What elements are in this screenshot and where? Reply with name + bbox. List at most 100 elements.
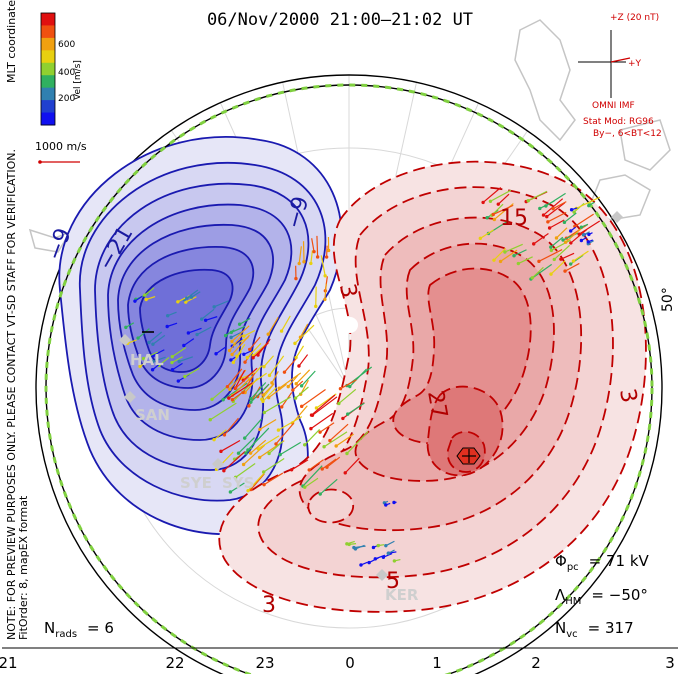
velocity-vector (319, 478, 338, 495)
velocity-vector-origin (229, 335, 233, 340)
velocity-vector (209, 402, 237, 421)
velocity-vector-origin (530, 276, 535, 280)
velocity-vector (556, 227, 568, 239)
velocity-vector (316, 235, 319, 258)
velocity-vector-origin (348, 384, 352, 389)
velocity-vector-origin (551, 206, 555, 211)
velocity-vector-origin (208, 418, 212, 422)
latitude-label: 50° (660, 287, 676, 312)
velocity-vector-origin (496, 202, 500, 206)
velocity-vector (259, 418, 277, 430)
velocity-vector (275, 423, 295, 445)
velocity-vector-origin (229, 330, 234, 335)
velocity-vector-origin (203, 318, 208, 322)
velocity-vector-origin (526, 199, 530, 203)
velocity-vector-origin (577, 232, 581, 236)
velocity-vector (229, 334, 243, 351)
velocity-vector-origin (266, 395, 271, 400)
velocity-vector (302, 465, 323, 487)
velocity-vector (513, 249, 527, 257)
max-potential-marker (456, 447, 481, 465)
imf-z-label: +Z (20 nT) (610, 13, 659, 23)
velocity-vector (236, 343, 246, 357)
velocity-vector-origin (222, 468, 226, 473)
velocity-vector-origin (276, 428, 281, 432)
velocity-vector (310, 412, 334, 430)
velocity-vector-origin (212, 437, 216, 442)
velocity-vector-origin (245, 355, 250, 360)
velocity-vector-origin (225, 384, 230, 389)
velocity-vector (268, 383, 287, 399)
velocity-vector-origin (267, 373, 272, 378)
velocity-vector-origin (569, 241, 573, 245)
velocity-vector-origin (352, 545, 356, 550)
velocity-vector-origin (549, 248, 554, 253)
velocity-vector (137, 328, 150, 339)
velocity-vector (321, 458, 337, 470)
velocity-vector (264, 396, 291, 413)
velocity-vector (291, 459, 309, 471)
velocity-vector (304, 429, 321, 446)
velocity-vector-origin (282, 370, 287, 374)
velocity-vector-origin (562, 220, 567, 225)
velocity-vector-origin (228, 387, 232, 392)
velocity-vector-origin (547, 226, 552, 230)
mlt-tick-label: 21 (0, 654, 18, 672)
velocity-vector-origin (227, 396, 231, 400)
velocity-vector-origin (151, 359, 155, 364)
velocity-vector (240, 372, 255, 379)
velocity-vector (292, 380, 304, 391)
colorbar-segment (41, 13, 55, 26)
radar-label-sys: SYS (222, 474, 254, 492)
velocity-vector-origin (491, 212, 495, 217)
velocity-vector-origin (516, 261, 521, 266)
contour-label: 3 (614, 387, 641, 405)
velocity-vector-origin (343, 471, 347, 475)
velocity-vector (267, 317, 279, 335)
velocity-vector-origin (587, 232, 591, 237)
velocity-vector-origin (569, 208, 574, 212)
velocity-vector-origin (481, 200, 485, 205)
velocity-vector (287, 374, 299, 388)
velocity-vector-origin (242, 352, 246, 356)
velocity-vector (347, 402, 365, 415)
velocity-vector-origin (248, 347, 252, 352)
velocity-vector-origin (312, 249, 316, 254)
velocity-vector (250, 473, 265, 490)
velocity-vector-origin (262, 410, 267, 415)
velocity-vector-origin (587, 203, 591, 208)
velocity-vector-origin (293, 341, 297, 346)
contour-label: 3 (334, 282, 361, 300)
velocity-vector-origin (176, 379, 181, 383)
velocity-vector (518, 256, 533, 265)
velocity-vector (148, 331, 163, 343)
velocity-vector (230, 482, 245, 493)
mlt-axis-labels: 21 22 23 0 1 2 3 (0, 654, 675, 672)
velocity-vector (573, 202, 585, 213)
velocity-vector-origin (143, 293, 147, 297)
velocity-vector (184, 367, 200, 378)
velocity-vector-origin (176, 300, 180, 304)
velocity-vector (549, 219, 565, 229)
velocity-vector-origin (274, 442, 278, 446)
velocity-vector (295, 345, 305, 358)
velocity-vector (220, 439, 241, 452)
velocity-vector (298, 354, 309, 367)
velocity-vector (570, 228, 588, 244)
velocity-vector-origin (572, 210, 576, 214)
velocity-vector (546, 202, 566, 218)
velocity-vector-origin (334, 444, 338, 448)
colorbar-segment (41, 75, 55, 89)
velocity-vector (213, 300, 229, 308)
velocity-vector (340, 379, 357, 390)
velocity-vector-origin (221, 398, 225, 402)
velocity-vector-origin (294, 355, 298, 360)
velocity-vector-origin (337, 401, 341, 406)
velocity-vector (262, 383, 275, 396)
velocity-vector (245, 438, 259, 454)
velocity-vector-origin (150, 368, 155, 372)
velocity-vector-origin (309, 261, 313, 266)
radar-label-san: SAN (135, 406, 170, 424)
velocity-vector-origin (326, 248, 331, 253)
velocity-vector-origin (293, 396, 298, 400)
